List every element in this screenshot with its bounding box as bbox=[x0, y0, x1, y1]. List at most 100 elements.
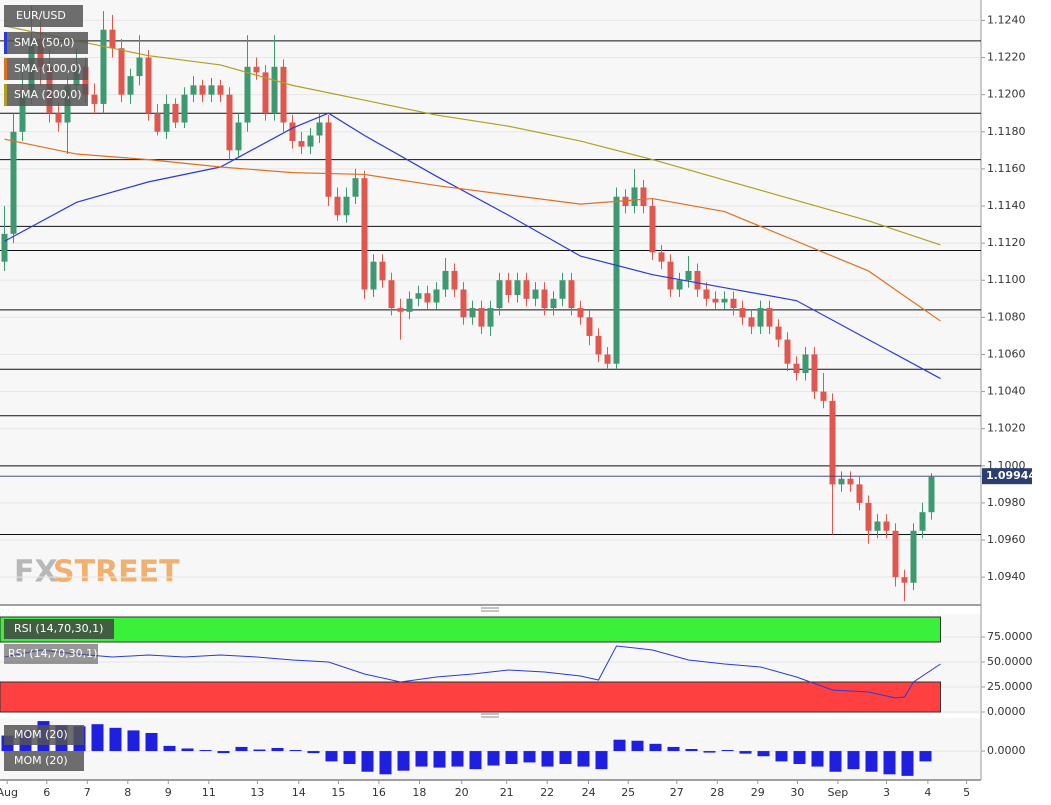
x-tick-label: 16 bbox=[372, 786, 386, 799]
candle-body bbox=[127, 76, 134, 95]
x-tick-label: 5 bbox=[963, 786, 970, 799]
legend-label: RSI (14,70,30,1) bbox=[8, 647, 97, 660]
legend-label: SMA (200,0) bbox=[14, 88, 82, 101]
y-tick-label: 50.0000 bbox=[987, 655, 1033, 668]
candle-body bbox=[307, 135, 314, 147]
mom-bar bbox=[901, 751, 914, 776]
legend-swatch bbox=[4, 58, 7, 80]
candle-body bbox=[379, 261, 386, 281]
x-tick-label: 8 bbox=[124, 786, 131, 799]
mom-bar bbox=[271, 747, 284, 752]
candle-body bbox=[658, 252, 665, 262]
candle-body bbox=[217, 85, 224, 95]
candle-body bbox=[154, 113, 161, 132]
resize-grip[interactable] bbox=[481, 607, 499, 612]
candle-body bbox=[1, 233, 8, 262]
candle-body bbox=[577, 308, 584, 318]
candle-body bbox=[91, 94, 98, 104]
candle-body bbox=[514, 280, 521, 296]
candle-body bbox=[748, 317, 755, 327]
candle-body bbox=[109, 29, 116, 49]
x-tick-label: 13 bbox=[250, 786, 264, 799]
candle-body bbox=[388, 280, 395, 309]
candle-body bbox=[181, 94, 188, 123]
mom-bar bbox=[577, 751, 590, 767]
y-tick-label: 1.0960 bbox=[987, 533, 1026, 546]
mom-bar bbox=[343, 751, 356, 764]
x-tick-label: 14 bbox=[292, 786, 306, 799]
candle-body bbox=[766, 308, 773, 327]
candle-body bbox=[838, 478, 845, 485]
mom-bar bbox=[739, 751, 752, 754]
candle-body bbox=[244, 66, 251, 123]
candle-body bbox=[847, 478, 854, 485]
legend-box bbox=[4, 619, 114, 639]
candle-body bbox=[145, 57, 152, 114]
last-price-box bbox=[982, 468, 1032, 485]
candle-body bbox=[928, 476, 935, 513]
mom-bar bbox=[775, 751, 788, 762]
mom-bar bbox=[289, 750, 302, 752]
candle-body bbox=[118, 48, 125, 95]
candle-body bbox=[253, 66, 260, 73]
watermark-fx: FX bbox=[14, 555, 58, 590]
candle-body bbox=[901, 577, 908, 583]
mom-bar bbox=[487, 751, 500, 766]
x-tick-label: 28 bbox=[710, 786, 724, 799]
legend-box bbox=[4, 32, 88, 54]
mom-bar bbox=[685, 749, 698, 752]
y-tick-label: 1.0980 bbox=[987, 496, 1026, 509]
candle-body bbox=[406, 298, 413, 312]
candle-body bbox=[721, 298, 728, 303]
oversold-band bbox=[0, 681, 941, 713]
mom-bar bbox=[595, 751, 608, 770]
mom-bar bbox=[361, 751, 374, 772]
mom-bar bbox=[757, 751, 770, 757]
mom-bar bbox=[253, 749, 266, 752]
candle-body bbox=[784, 339, 791, 364]
candle-body bbox=[478, 308, 485, 327]
y-tick-label: 0.0000 bbox=[987, 705, 1026, 718]
mom-bar bbox=[415, 751, 428, 767]
mom-bar bbox=[127, 730, 140, 752]
candle-body bbox=[226, 94, 233, 151]
candle-body bbox=[298, 141, 305, 147]
candle-body bbox=[550, 298, 557, 309]
candle-body bbox=[172, 103, 179, 123]
legend-box bbox=[4, 751, 84, 771]
mom-bar bbox=[397, 751, 410, 771]
candle-body bbox=[424, 293, 431, 303]
mom-bar bbox=[703, 751, 716, 753]
last-price-label: 1.09944 bbox=[986, 469, 1036, 482]
candle-body bbox=[82, 66, 89, 95]
candle-body bbox=[775, 326, 782, 340]
candle-body bbox=[631, 187, 638, 206]
sma-line bbox=[4, 25, 941, 246]
candle-body bbox=[487, 308, 494, 327]
candle-body bbox=[712, 298, 719, 303]
mom-bar bbox=[793, 751, 806, 764]
candle-body bbox=[865, 502, 872, 531]
mom-bar bbox=[883, 751, 896, 775]
candle-body bbox=[55, 113, 62, 123]
mom-bar bbox=[721, 750, 734, 752]
candle-body bbox=[802, 354, 809, 374]
resize-grip[interactable] bbox=[481, 713, 499, 718]
candle-body bbox=[190, 85, 197, 95]
y-tick-label: 1.1120 bbox=[987, 236, 1026, 249]
y-tick-label: 1.1100 bbox=[987, 273, 1026, 286]
candle-body bbox=[442, 270, 449, 290]
candle-body bbox=[316, 122, 323, 136]
y-tick-label: 1.1180 bbox=[987, 125, 1026, 138]
candle-body bbox=[532, 289, 539, 299]
x-tick-label: 21 bbox=[500, 786, 514, 799]
mom-bar bbox=[145, 732, 158, 752]
watermark-street: STREET bbox=[53, 555, 180, 590]
candle-body bbox=[739, 308, 746, 318]
candle-body bbox=[694, 270, 701, 290]
y-tick-label: 1.1240 bbox=[987, 13, 1026, 26]
candle-body bbox=[208, 85, 215, 95]
mom-bar bbox=[541, 751, 554, 767]
candle-body bbox=[415, 293, 422, 299]
